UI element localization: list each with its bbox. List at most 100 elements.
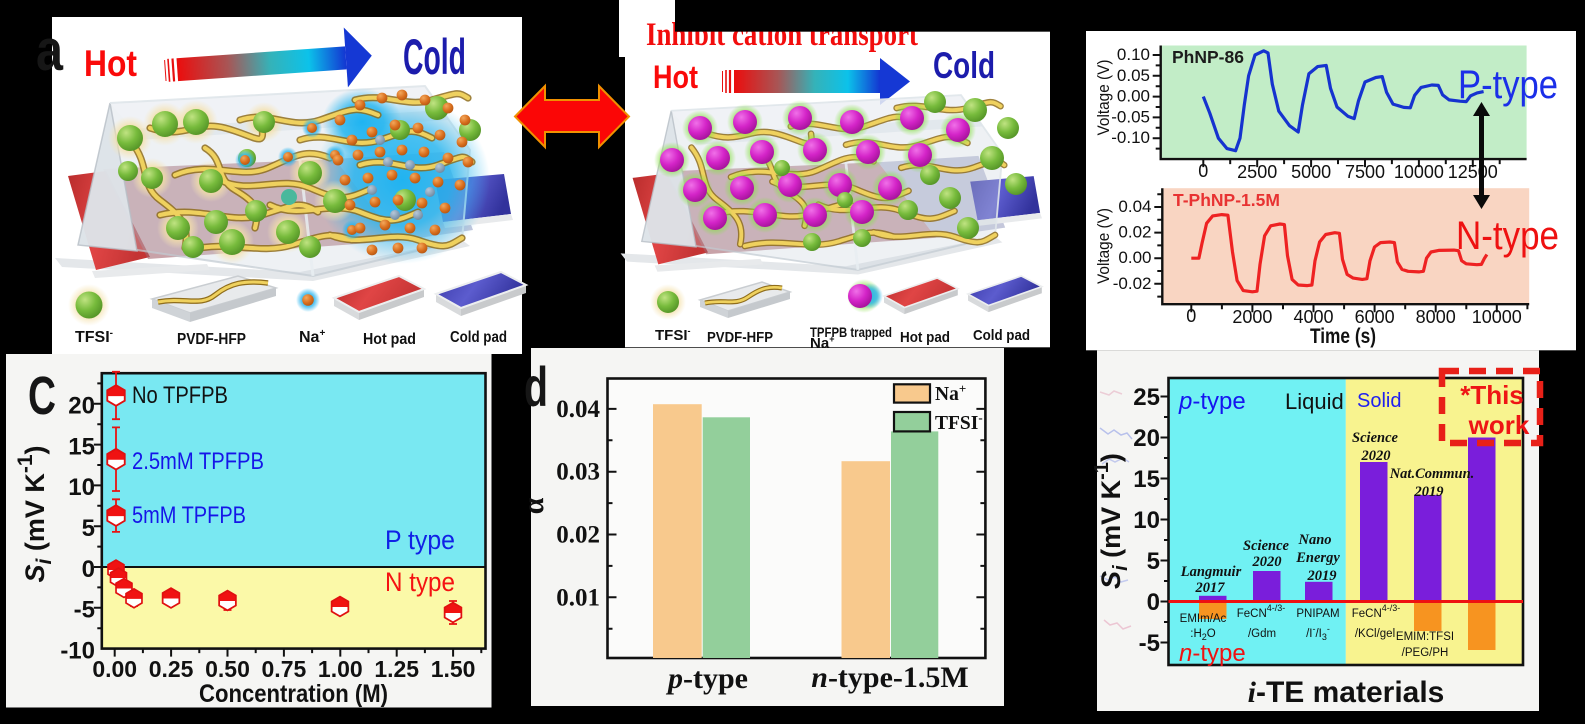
- svg-text:Langmuir: Langmuir: [1180, 564, 1242, 580]
- svg-text:i-TE materials: i-TE materials: [1248, 676, 1445, 709]
- svg-text:5: 5: [82, 515, 95, 542]
- svg-text:0.02: 0.02: [556, 522, 600, 549]
- svg-text:25: 25: [1133, 384, 1160, 411]
- svg-text:0.00: 0.00: [92, 656, 137, 682]
- svg-text:1.00: 1.00: [318, 656, 363, 682]
- svg-text:5: 5: [1147, 548, 1160, 575]
- svg-text:-10: -10: [60, 637, 95, 664]
- svg-text:0: 0: [82, 556, 95, 583]
- svg-text:0.00: 0.00: [1118, 248, 1151, 267]
- svg-text:/Gdm: /Gdm: [1248, 628, 1276, 640]
- svg-text:a: a: [36, 18, 64, 83]
- svg-text:*This: *This: [1460, 380, 1524, 410]
- svg-text:7500: 7500: [1345, 162, 1385, 182]
- svg-text:n-type-1.5M: n-type-1.5M: [811, 661, 968, 694]
- svg-text:5mM TPFPB: 5mM TPFPB: [132, 502, 246, 529]
- svg-text:1.50: 1.50: [431, 656, 476, 682]
- svg-text:2020: 2020: [1361, 448, 1391, 464]
- svg-text:EMIM:TFSI: EMIM:TFSI: [1396, 631, 1454, 643]
- svg-text:Concentration (M): Concentration (M): [199, 680, 388, 708]
- svg-text:15: 15: [1133, 466, 1160, 493]
- svg-text:TFSI-: TFSI-: [75, 328, 113, 346]
- svg-text:TFSI-: TFSI-: [655, 326, 691, 344]
- svg-text:Solid: Solid: [1357, 390, 1401, 412]
- svg-text:0: 0: [1198, 161, 1208, 181]
- svg-text:Voltage (V): Voltage (V): [1094, 60, 1113, 136]
- svg-text:p-type: p-type: [1178, 388, 1246, 415]
- svg-text:20: 20: [1133, 425, 1160, 452]
- svg-text:0.05: 0.05: [1117, 66, 1150, 85]
- svg-text:Na+: Na+: [810, 334, 834, 352]
- svg-text:Energy: Energy: [1295, 550, 1340, 566]
- svg-text:0: 0: [1186, 306, 1196, 326]
- svg-text:0: 0: [1147, 589, 1160, 616]
- svg-text:2019: 2019: [1307, 568, 1337, 584]
- svg-text:-0.02: -0.02: [1113, 274, 1152, 293]
- svg-text:-5: -5: [74, 597, 95, 624]
- svg-text:0.75: 0.75: [262, 656, 307, 682]
- svg-text:4000: 4000: [1293, 307, 1333, 327]
- svg-text:Na+: Na+: [299, 328, 325, 346]
- svg-text:PhNP-86: PhNP-86: [1172, 47, 1244, 67]
- svg-text:0.03: 0.03: [556, 459, 600, 486]
- svg-text:Hot: Hot: [653, 59, 698, 95]
- svg-text:Si (mV K-1): Si (mV K-1): [14, 445, 56, 582]
- svg-text:Hot pad: Hot pad: [363, 331, 416, 348]
- svg-text:work: work: [1468, 410, 1530, 440]
- svg-text:/PEG/PH: /PEG/PH: [1402, 647, 1449, 659]
- svg-text:P-type: P-type: [1458, 63, 1558, 107]
- svg-text:2.5mM TPFPB: 2.5mM TPFPB: [132, 448, 264, 475]
- svg-text:2019: 2019: [1414, 484, 1444, 500]
- svg-text:Liquid: Liquid: [1285, 389, 1344, 414]
- svg-text:10000: 10000: [1472, 307, 1522, 327]
- svg-text:α: α: [517, 497, 550, 514]
- svg-text:-0.10: -0.10: [1111, 128, 1150, 147]
- svg-text:Cold: Cold: [933, 45, 995, 86]
- svg-text:Cold pad: Cold pad: [973, 327, 1030, 344]
- svg-text:10: 10: [1133, 507, 1160, 534]
- svg-text:0.10: 0.10: [1117, 45, 1150, 64]
- svg-text:N type: N type: [385, 567, 455, 597]
- svg-text:EMIm/Ac: EMIm/Ac: [1180, 613, 1227, 625]
- svg-text:0.25: 0.25: [149, 656, 194, 682]
- svg-text:5000: 5000: [1291, 162, 1331, 182]
- svg-text:PVDF-HFP: PVDF-HFP: [707, 329, 773, 346]
- svg-text:0.01: 0.01: [556, 584, 600, 611]
- svg-text:No TPFPB: No TPFPB: [132, 382, 228, 409]
- svg-text:8000: 8000: [1416, 307, 1456, 327]
- svg-text:p-type: p-type: [665, 662, 748, 695]
- svg-text:2017: 2017: [1195, 580, 1226, 596]
- svg-text::H2O: :H2O: [1190, 628, 1216, 642]
- svg-text:0.00: 0.00: [1117, 87, 1150, 106]
- svg-text:10000: 10000: [1394, 162, 1444, 182]
- svg-text:0.04: 0.04: [556, 396, 600, 423]
- svg-text:2000: 2000: [1232, 307, 1272, 327]
- svg-text:2020: 2020: [1252, 554, 1282, 570]
- svg-text:10: 10: [68, 474, 95, 501]
- svg-text:TPFPB trapped: TPFPB trapped: [810, 324, 892, 340]
- svg-text:Hot: Hot: [84, 43, 137, 84]
- svg-text:15: 15: [68, 433, 95, 460]
- svg-text:20: 20: [68, 393, 95, 420]
- svg-text:d: d: [524, 355, 548, 418]
- svg-text:2500: 2500: [1237, 162, 1277, 182]
- svg-text:PVDF-HFP: PVDF-HFP: [177, 331, 246, 348]
- svg-text:Science: Science: [1352, 430, 1398, 446]
- svg-text:Si (mV K-1): Si (mV K-1): [1091, 453, 1132, 589]
- svg-text:Hot pad: Hot pad: [900, 329, 950, 346]
- svg-text:Science: Science: [1243, 538, 1289, 554]
- svg-text:0.50: 0.50: [205, 656, 250, 682]
- svg-text:Cold pad: Cold pad: [450, 329, 507, 346]
- svg-text:Voltage (V): Voltage (V): [1094, 208, 1113, 284]
- svg-text:12500: 12500: [1448, 162, 1498, 182]
- svg-text:-0.05: -0.05: [1111, 107, 1150, 126]
- svg-text:PNIPAM: PNIPAM: [1296, 608, 1339, 620]
- svg-text:T-PhNP-1.5M: T-PhNP-1.5M: [1173, 190, 1280, 210]
- svg-text:P type: P type: [385, 525, 455, 555]
- svg-text:0.04: 0.04: [1118, 197, 1151, 216]
- svg-text:1.25: 1.25: [374, 656, 419, 682]
- svg-text:/KCl/gel: /KCl/gel: [1355, 628, 1395, 640]
- svg-text:C: C: [28, 366, 56, 426]
- svg-text:Nat.Commun.: Nat.Commun.: [1389, 466, 1475, 482]
- svg-text:N-type: N-type: [1456, 214, 1559, 258]
